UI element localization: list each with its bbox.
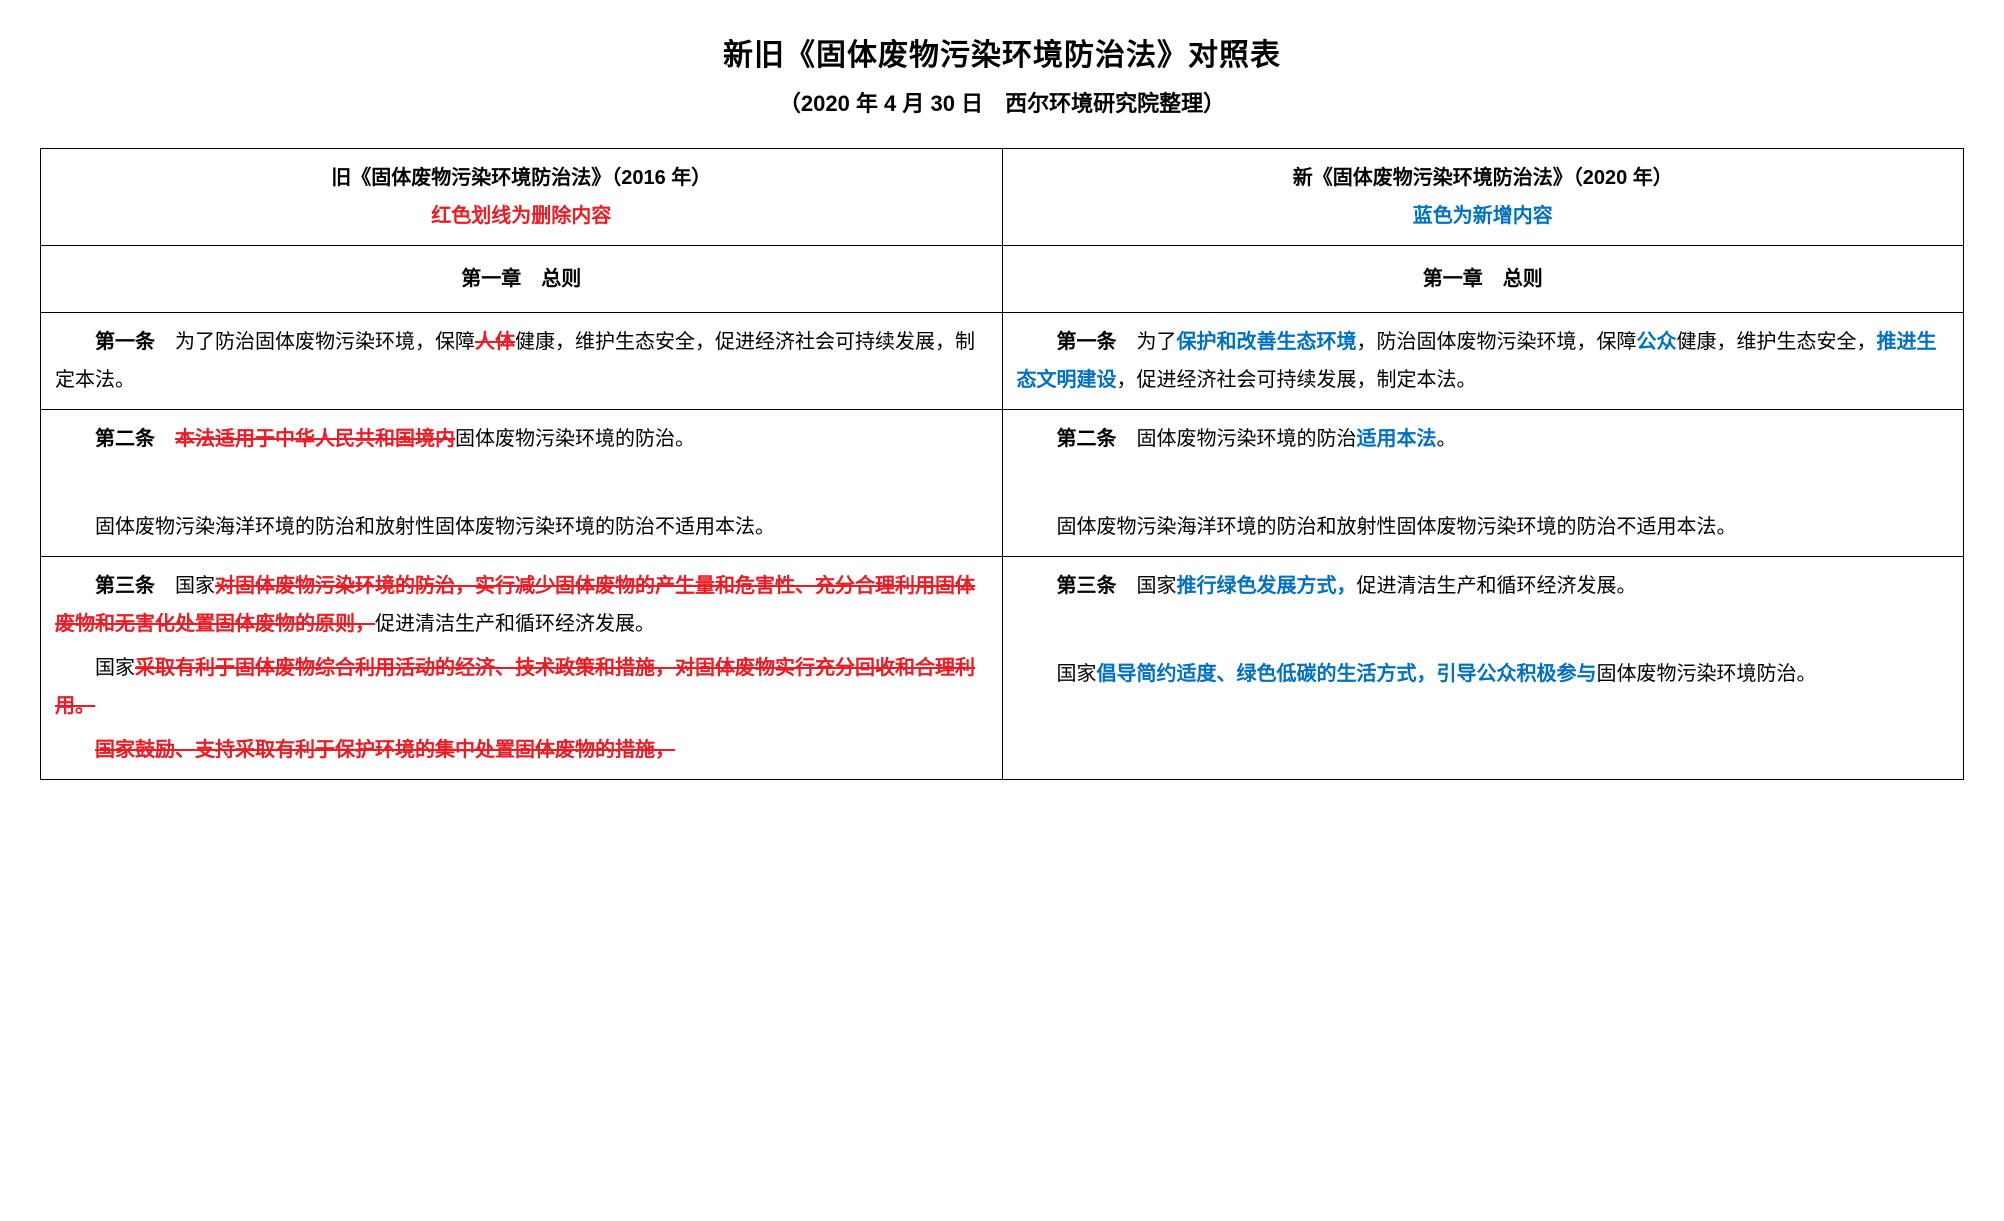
new-chapter: 第一章 总则 bbox=[1002, 246, 1964, 313]
art3-old-p2-del: 采取有利于固体废物综合利用活动的经济、技术政策和措施，对固体废物实行充分回收和合… bbox=[55, 657, 975, 717]
art1-new-a2: 公众 bbox=[1637, 331, 1677, 353]
art3-old-p2-pre: 国家 bbox=[95, 657, 135, 679]
article-3-row: 第三条 国家对固体废物污染环境的防治，实行减少固体废物的产生量和危害性、充分合理… bbox=[41, 557, 1964, 780]
art1-new-t2: ，防治固体废物污染环境，保障 bbox=[1357, 331, 1637, 353]
art2-new-t1: 固体废物污染环境的防治 bbox=[1137, 428, 1357, 450]
art2-new-p2: 固体废物污染海洋环境的防治和放射性固体废物污染环境的防治不适用本法。 bbox=[1017, 508, 1950, 546]
old-header-cell: 旧《固体废物污染环境防治法》（2016 年） 红色划线为删除内容 bbox=[41, 149, 1003, 246]
new-law-note: 蓝色为新增内容 bbox=[1017, 197, 1950, 235]
art3-new-p2-post: 固体废物污染环境防治。 bbox=[1597, 663, 1817, 685]
art3-new-p1-post: 促进清洁生产和循环经济发展。 bbox=[1357, 575, 1637, 597]
art3-new-p2-pre: 国家 bbox=[1057, 663, 1097, 685]
art2-old-p2: 固体废物污染海洋环境的防治和放射性固体废物污染环境的防治不适用本法。 bbox=[55, 508, 988, 546]
art3-new-label: 第三条 bbox=[1057, 575, 1117, 597]
old-law-title: 旧《固体废物污染环境防治法》（2016 年） bbox=[55, 159, 988, 197]
art3-old-p1-post: 促进清洁生产和循环经济发展。 bbox=[375, 613, 655, 635]
article-2-old: 第二条 本法适用于中华人民共和国境内固体废物污染环境的防治。 固体废物污染海洋环… bbox=[41, 410, 1003, 557]
art1-old-pre: 为了防治固体废物污染环境，保障 bbox=[175, 331, 475, 353]
art3-new-p1-a1: 推行绿色发展方式， bbox=[1177, 575, 1357, 597]
document-subtitle: （2020 年 4 月 30 日 西尔环境研究院整理） bbox=[40, 86, 1964, 118]
art3-old-p3-del: 国家鼓励、支持采取有利于保护环境的集中处置固体废物的措施， bbox=[95, 739, 675, 761]
art2-old-label: 第二条 bbox=[95, 428, 155, 450]
old-law-note: 红色划线为删除内容 bbox=[55, 197, 988, 235]
new-law-title: 新《固体废物污染环境防治法》（2020 年） bbox=[1017, 159, 1950, 197]
art1-old-del: 人体 bbox=[475, 331, 515, 353]
comparison-table: 旧《固体废物污染环境防治法》（2016 年） 红色划线为删除内容 新《固体废物污… bbox=[40, 148, 1964, 780]
art1-new-t4: ，促进经济社会可持续发展，制定本法。 bbox=[1117, 369, 1477, 391]
art3-new-p2-a1: 倡导简约适度、绿色低碳的生活方式，引导公众积极参与 bbox=[1097, 663, 1597, 685]
art1-old-label: 第一条 bbox=[95, 331, 155, 353]
new-header-cell: 新《固体废物污染环境防治法》（2020 年） 蓝色为新增内容 bbox=[1002, 149, 1964, 246]
art2-new-a1: 适用本法 bbox=[1357, 428, 1437, 450]
art1-new-t1: 为了 bbox=[1137, 331, 1177, 353]
article-3-new: 第三条 国家推行绿色发展方式，促进清洁生产和循环经济发展。 国家倡导简约适度、绿… bbox=[1002, 557, 1964, 780]
article-2-row: 第二条 本法适用于中华人民共和国境内固体废物污染环境的防治。 固体废物污染海洋环… bbox=[41, 410, 1964, 557]
art1-new-t3: 健康，维护生态安全， bbox=[1677, 331, 1877, 353]
article-1-row: 第一条 为了防治固体废物污染环境，保障人体健康，维护生态安全，促进经济社会可持续… bbox=[41, 313, 1964, 410]
article-1-new: 第一条 为了保护和改善生态环境，防治固体废物污染环境，保障公众健康，维护生态安全… bbox=[1002, 313, 1964, 410]
art1-new-a1: 保护和改善生态环境 bbox=[1177, 331, 1357, 353]
art1-new-label: 第一条 bbox=[1057, 331, 1117, 353]
document-title: 新旧《固体废物污染环境防治法》对照表 bbox=[40, 30, 1964, 74]
art3-new-p1-pre: 国家 bbox=[1137, 575, 1177, 597]
chapter-row: 第一章 总则 第一章 总则 bbox=[41, 246, 1964, 313]
art2-old-post: 固体废物污染环境的防治。 bbox=[455, 428, 695, 450]
old-chapter: 第一章 总则 bbox=[41, 246, 1003, 313]
article-1-old: 第一条 为了防治固体废物污染环境，保障人体健康，维护生态安全，促进经济社会可持续… bbox=[41, 313, 1003, 410]
art2-new-label: 第二条 bbox=[1057, 428, 1117, 450]
table-header-row: 旧《固体废物污染环境防治法》（2016 年） 红色划线为删除内容 新《固体废物污… bbox=[41, 149, 1964, 246]
art2-new-t2: 。 bbox=[1437, 428, 1457, 450]
art3-old-p1-pre: 国家 bbox=[175, 575, 215, 597]
article-3-old: 第三条 国家对固体废物污染环境的防治，实行减少固体废物的产生量和危害性、充分合理… bbox=[41, 557, 1003, 780]
art3-old-label: 第三条 bbox=[95, 575, 155, 597]
art2-old-del: 本法适用于中华人民共和国境内 bbox=[175, 428, 455, 450]
article-2-new: 第二条 固体废物污染环境的防治适用本法。 固体废物污染海洋环境的防治和放射性固体… bbox=[1002, 410, 1964, 557]
